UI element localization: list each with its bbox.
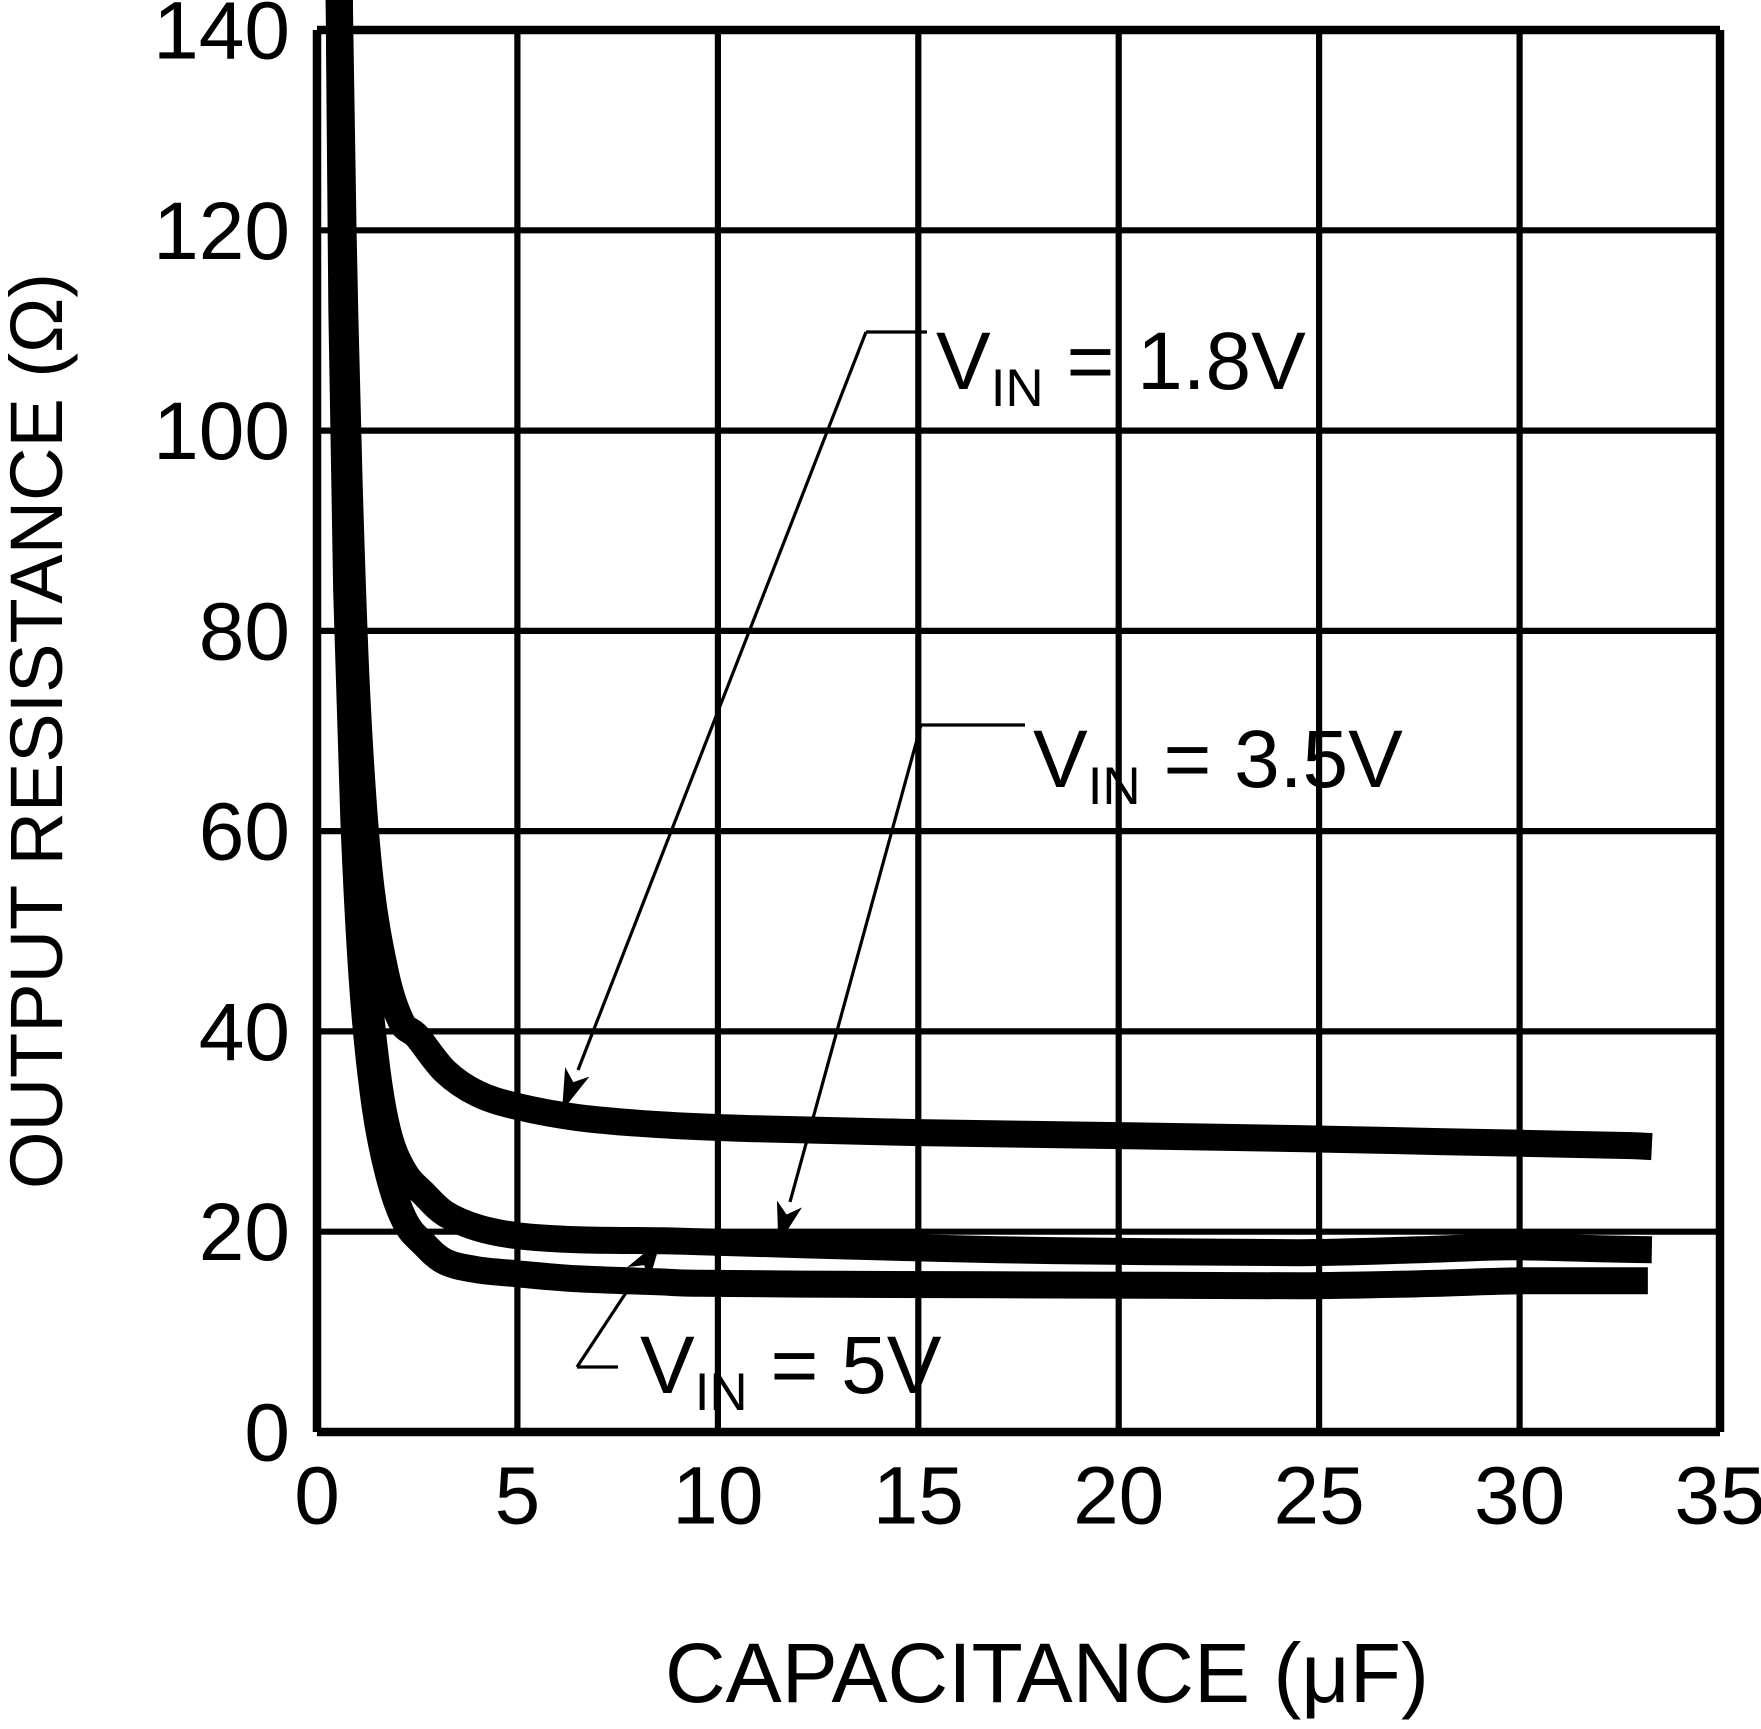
svg-text:OUTPUT RESISTANCE (Ω): OUTPUT RESISTANCE (Ω) [0,273,78,1189]
svg-text:80: 80 [199,586,290,677]
svg-text:60: 60 [199,787,290,878]
svg-text:120: 120 [153,186,290,277]
svg-text:VIN = 5V: VIN = 5V [640,1320,942,1422]
svg-text:0: 0 [244,1388,290,1479]
svg-text:CAPACITANCE (μF): CAPACITANCE (μF) [665,1626,1429,1720]
svg-text:100: 100 [153,386,290,477]
svg-text:35: 35 [1674,1451,1761,1542]
svg-text:15: 15 [873,1451,964,1542]
svg-text:140: 140 [153,0,290,77]
svg-text:10: 10 [672,1451,763,1542]
svg-text:25: 25 [1273,1451,1364,1542]
svg-text:40: 40 [199,987,290,1078]
svg-text:30: 30 [1474,1451,1565,1542]
svg-text:20: 20 [1073,1451,1164,1542]
svg-text:20: 20 [199,1187,290,1278]
svg-text:5: 5 [495,1451,541,1542]
svg-text:0: 0 [294,1451,340,1542]
